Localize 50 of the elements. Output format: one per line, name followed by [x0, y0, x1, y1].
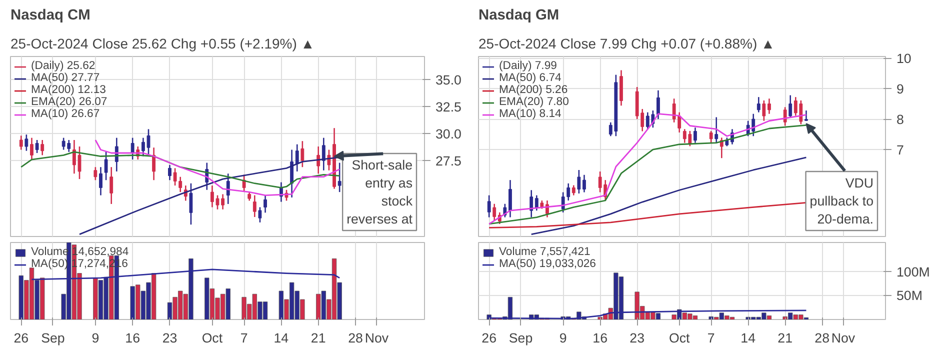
x-tick-label: Sep — [41, 330, 65, 346]
y-tick-label: 50M — [896, 288, 922, 304]
x-tick-label: 14 — [274, 330, 290, 346]
x-tick-label: 16 — [592, 330, 608, 346]
chart-title: Nasdaq GM — [478, 8, 560, 24]
x-tick-label: 26 — [14, 330, 29, 346]
y-tick-label: 7 — [896, 142, 904, 158]
legend-label: MA(50) 19,033,026 — [499, 258, 596, 270]
y-tick-label: 9 — [896, 82, 904, 97]
x-tick-label: Nov — [364, 330, 389, 346]
chart-title: Nasdaq CM — [10, 8, 90, 24]
x-tick-label: 21 — [778, 330, 792, 346]
chart-subtitle: 25-Oct-2024 Close 25.62 Chg +0.55 (+2.19%) ▲ — [10, 36, 315, 52]
x-tick-label: 9 — [92, 330, 100, 346]
x-tick-label: Nov — [831, 330, 856, 346]
x-tick-label: 9 — [559, 330, 567, 346]
legend-label: MA(10) 26.67 — [31, 108, 100, 120]
legend-label: EMA(20) 26.07 — [31, 96, 108, 108]
legend-label: (Daily) 25.62 — [31, 60, 96, 72]
x-tick-label: 28 — [348, 330, 363, 346]
x-tick-label: 7 — [707, 330, 715, 346]
x-tick-label: 16 — [125, 330, 140, 346]
y-tick-label: 100M — [896, 264, 930, 280]
x-tick-label: 21 — [310, 330, 326, 346]
y-tick-label: 10 — [896, 51, 912, 66]
x-tick-label: Oct — [668, 330, 690, 346]
x-tick-label: 28 — [814, 330, 830, 346]
legend-label: MA(10) 8.14 — [499, 108, 562, 120]
legend-label: MA(200) 5.26 — [499, 84, 568, 96]
y-tick-label: 32.5 — [436, 99, 462, 114]
x-tick-label: Sep — [508, 330, 533, 346]
legend-label: MA(50) 27.77 — [31, 72, 100, 84]
y-tick-label: 30.0 — [436, 126, 462, 142]
x-tick-label: 23 — [162, 330, 178, 346]
y-tick-label: 8 — [896, 112, 904, 128]
chart-subtitle: 25-Oct-2024 Close 7.99 Chg +0.07 (+0.88%) ▲ — [478, 36, 775, 52]
x-tick-label: 7 — [240, 330, 248, 346]
legend-label: MA(50) 6.74 — [499, 72, 562, 84]
x-tick-label: 23 — [630, 330, 644, 346]
legend-label: (Daily) 7.99 — [499, 60, 557, 72]
annotation: VDU pullback to 20-dema. — [810, 176, 874, 226]
x-tick-label: Oct — [202, 330, 223, 346]
x-tick-label: 14 — [740, 330, 756, 346]
y-tick-label: 27.5 — [436, 154, 462, 169]
legend-label: Volume 7,557,421 — [499, 246, 590, 258]
annotation: Short-sale entry as stock reverses at — [346, 158, 413, 226]
x-tick-label: 26 — [482, 330, 496, 346]
y-tick-label: 35.0 — [436, 72, 462, 88]
legend-label: MA(200) 12.13 — [31, 84, 106, 96]
legend-label: EMA(20) 7.80 — [499, 96, 569, 108]
